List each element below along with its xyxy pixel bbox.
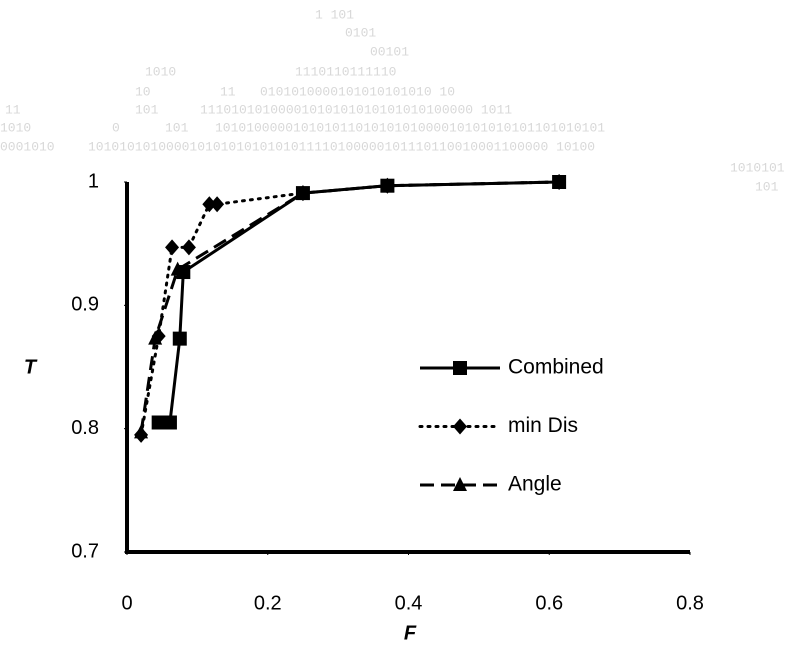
x-tick-label: 0.2 — [254, 592, 282, 614]
data-point — [295, 185, 310, 200]
watermark-text: 11 — [5, 102, 21, 117]
legend-marker — [453, 477, 467, 491]
y-tick-label: 1 — [88, 170, 99, 192]
watermark-text: 1010 — [145, 64, 176, 79]
x-tick-label: 0.6 — [535, 592, 563, 614]
legend-label: Combined — [508, 356, 604, 379]
data-point — [552, 174, 567, 188]
legend-label: min Dis — [508, 414, 578, 437]
series-line — [139, 180, 561, 437]
watermark-text: 1010 — [0, 120, 31, 135]
watermark-text: 1 101 — [315, 7, 354, 22]
watermark-text: 0001010 — [0, 139, 55, 154]
data-point — [134, 424, 149, 439]
y-axis-title: T — [24, 356, 38, 378]
data-point — [148, 330, 163, 345]
data-point — [181, 239, 196, 256]
data-point — [170, 261, 185, 276]
x-tick-label: 0.8 — [676, 592, 704, 614]
data-point — [165, 239, 180, 256]
data-point — [151, 415, 166, 430]
data-point — [172, 331, 187, 346]
watermark-text: 0101010000101010101010 10 — [260, 84, 455, 99]
watermark-text: 101 — [135, 102, 159, 117]
series-line — [158, 180, 560, 424]
watermark-text: 00101 — [370, 44, 409, 59]
watermark-text: 1110110111110 — [295, 64, 396, 79]
x-tick-label: 0 — [121, 592, 132, 614]
watermark-text: 11101010100001010101010101010100000 1011 — [200, 102, 512, 117]
watermark-text: 1010101 — [730, 160, 785, 175]
x-axis-title: F — [404, 622, 417, 644]
y-tick-label: 0.9 — [71, 294, 99, 316]
watermark-text: 1010100000101010110101010100001010101010… — [215, 120, 605, 135]
data-point — [210, 196, 225, 213]
watermark-text: 1010101010000101010101010101111010000010… — [88, 139, 595, 154]
watermark-text: 11 — [220, 84, 236, 99]
watermark-text: 0 — [112, 120, 120, 135]
data-point — [380, 177, 395, 192]
data-point — [202, 196, 217, 213]
watermark-text: 10 — [135, 84, 151, 99]
legend-marker — [453, 361, 467, 375]
x-tick-label: 0.4 — [395, 592, 423, 614]
data-point — [162, 415, 177, 430]
y-tick-label: 0.8 — [71, 417, 99, 439]
series-line — [139, 180, 560, 433]
legend-label: Angle — [508, 473, 562, 496]
watermark-text: 101 — [755, 179, 779, 194]
watermark-text: 101 — [165, 120, 189, 135]
legend-marker — [453, 418, 467, 435]
y-tick-label: 0.7 — [71, 540, 99, 562]
watermark-text: 0101 — [345, 25, 376, 40]
